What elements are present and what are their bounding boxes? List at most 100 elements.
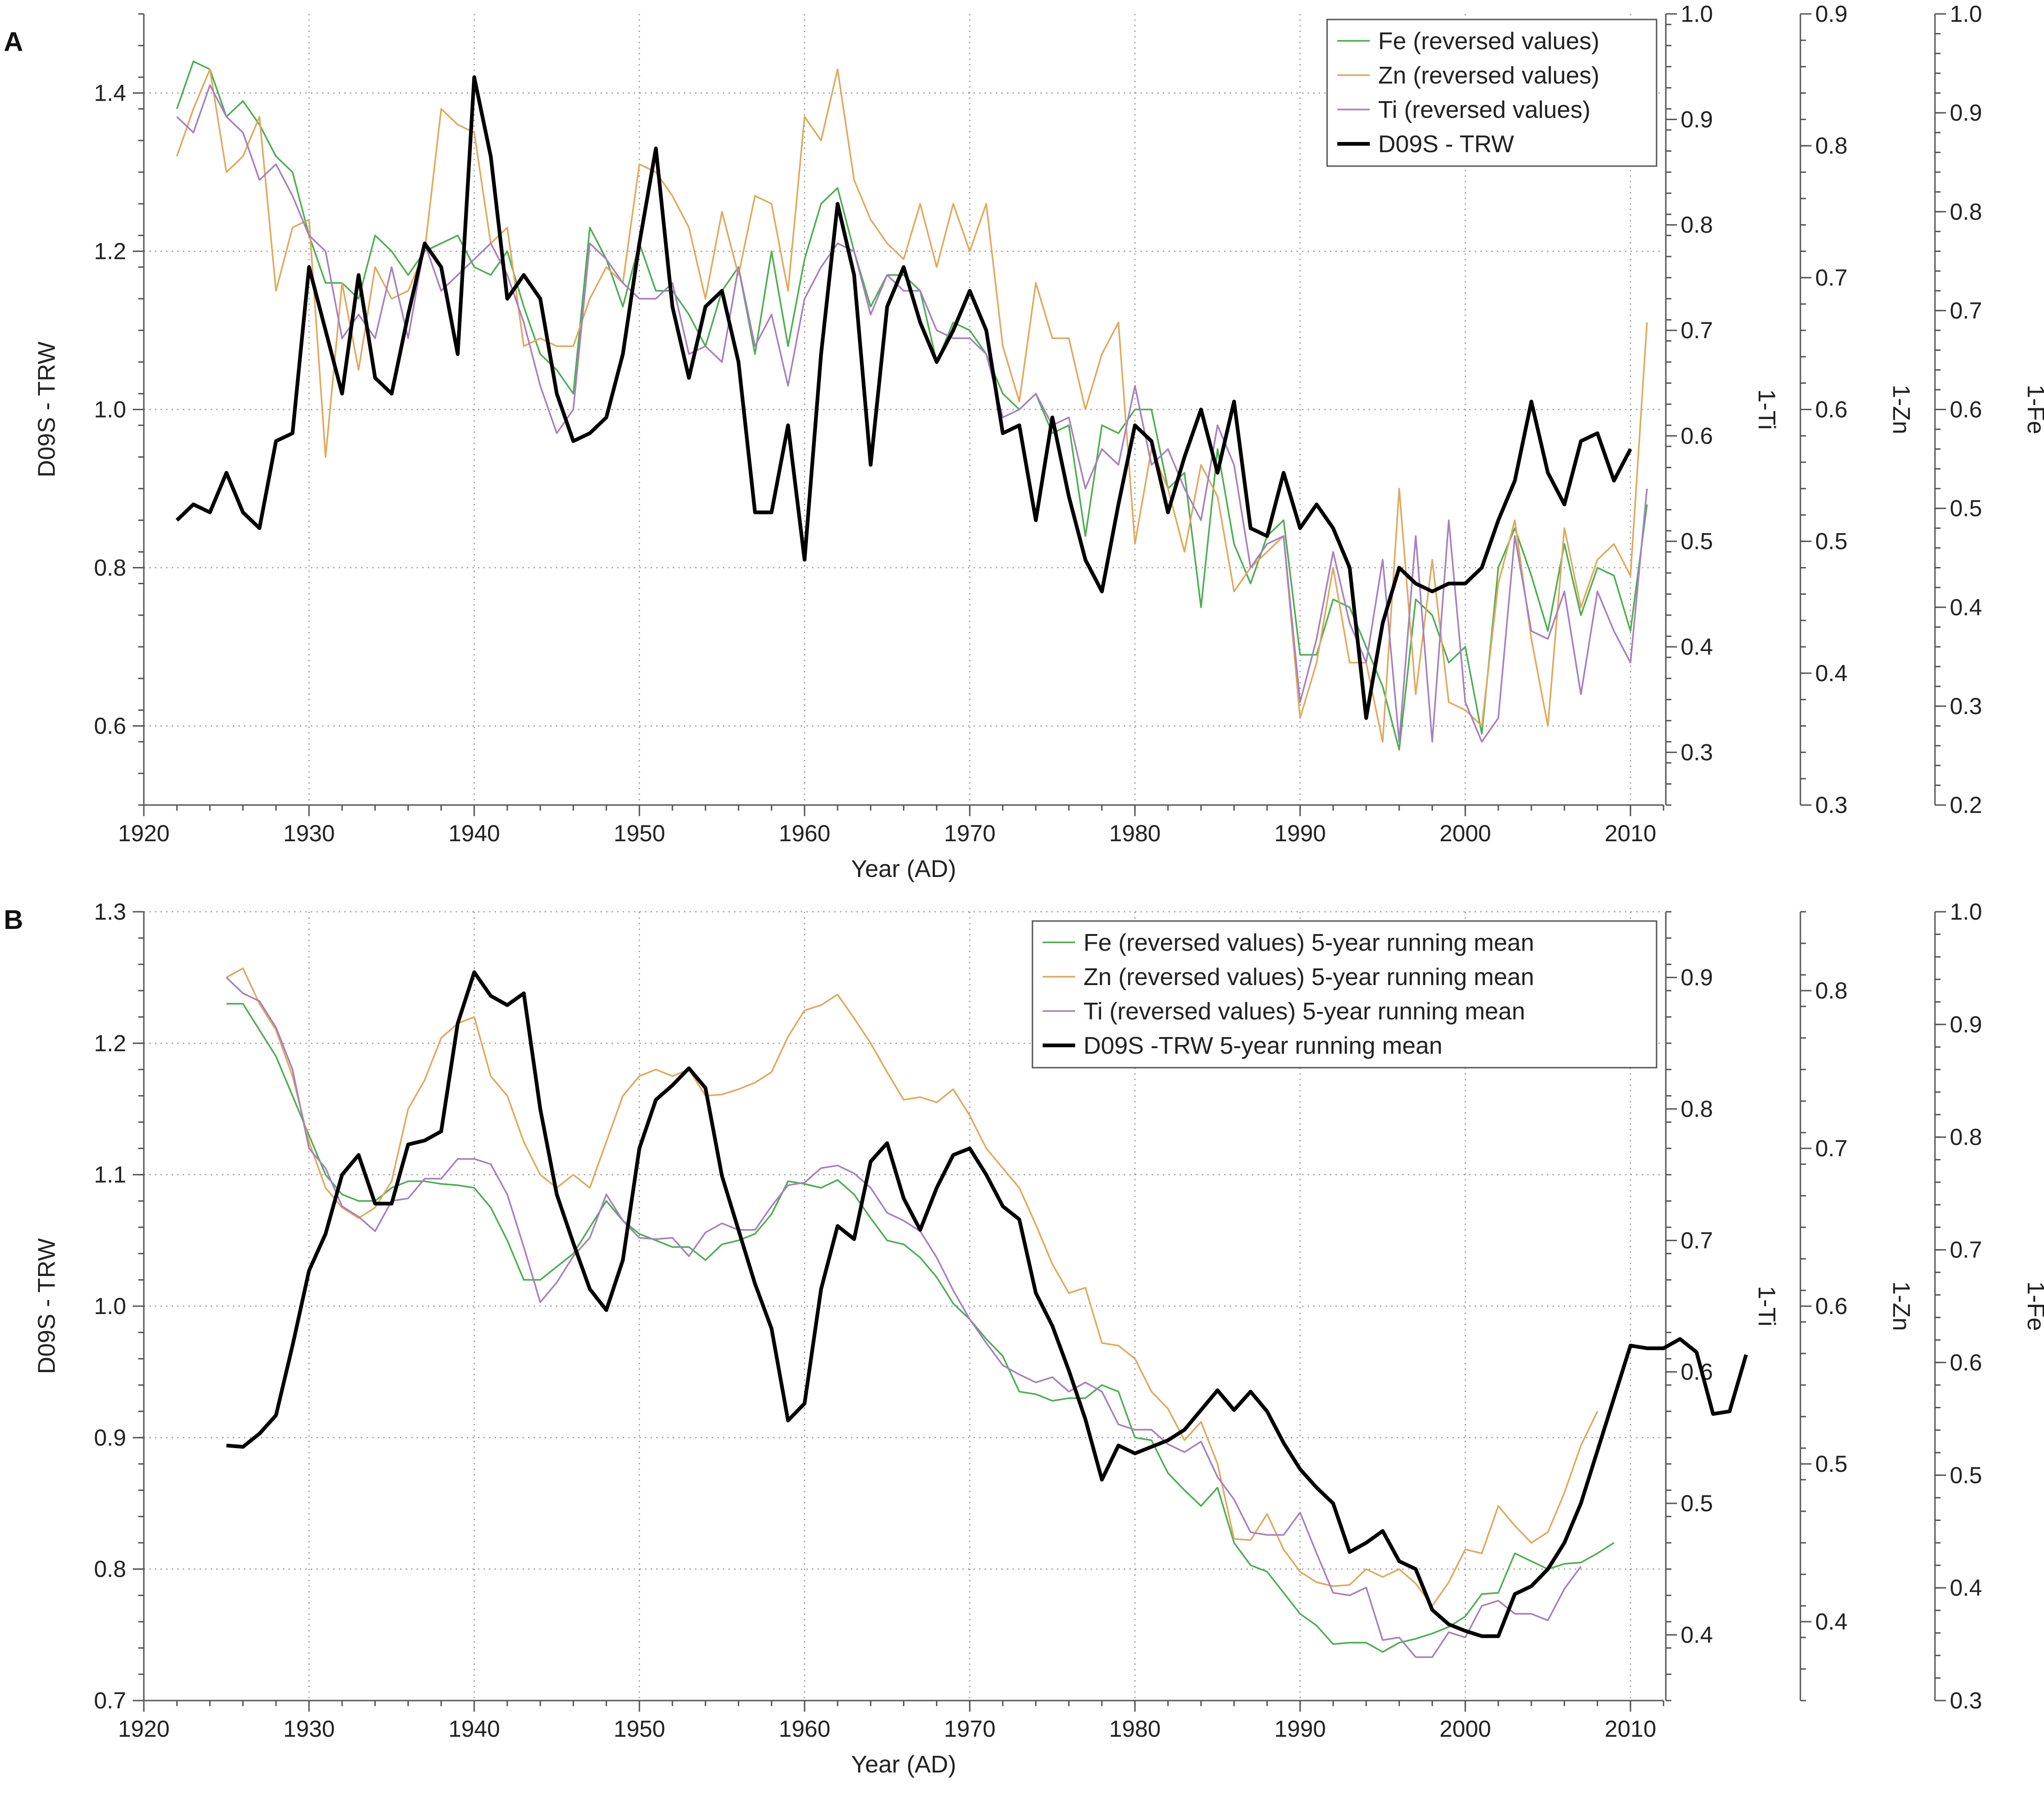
panel-letter: A	[4, 27, 23, 57]
right-axis-1-fe: 0.2 0.3 0.4 0.5 0.6 0.7 0.8 0.9 1.0 1-Fe	[1934, 1, 2044, 818]
right-tick-label: 0.6	[1950, 397, 1982, 423]
y-tick-label: 1.0	[94, 1293, 126, 1319]
panel-letter: B	[4, 905, 23, 935]
legend-label: Zn (reversed values)	[1378, 62, 1599, 89]
legend-label: Zn (reversed values) 5-year running mean	[1083, 964, 1534, 991]
x-axis-title: Year (AD)	[851, 1751, 956, 1778]
series-line-zn	[176, 68, 1648, 743]
panel-a: A 0.6 0.8 1.0 1.2 1.4 D09S - TRW 1920 1930 1940 19…	[4, 1, 2044, 883]
right-tick-label: 0.4	[1815, 1609, 1848, 1635]
series-line-ti	[176, 84, 1648, 743]
right-tick-label: 0.9	[1950, 100, 1982, 126]
right-tick-label: 0.9	[1681, 965, 1713, 991]
right-tick-label: 0.7	[1950, 1237, 1982, 1263]
right-tick-label: 0.8	[1815, 133, 1848, 159]
right-axis-title: 1-Fe	[2022, 1282, 2044, 1331]
panel-b: B 0.7 0.8 0.9 1.0 1.1 1.2 1.3 D09S - TRW 1920 1930…	[4, 899, 2044, 1778]
right-tick-label: 0.4	[1815, 660, 1848, 686]
y-tick-label: 1.2	[94, 238, 126, 264]
y-tick-label: 0.8	[94, 555, 126, 581]
x-tick-label: 1980	[1109, 820, 1161, 846]
x-axis-title: Year (AD)	[851, 856, 956, 883]
legend-label: Fe (reversed values)	[1378, 28, 1599, 55]
y-tick-label: 1.1	[94, 1162, 126, 1188]
y-tick-label: 0.6	[94, 713, 126, 739]
legend-label: Ti (reversed values)	[1378, 97, 1591, 123]
x-tick-label: 1940	[448, 1716, 500, 1742]
right-tick-label: 0.5	[1950, 1462, 1982, 1488]
right-axis-1-ti: 0.3 0.4 0.5 0.6 0.7 0.8 0.9 1.0 1-Ti	[1665, 1, 1780, 806]
right-axis-title: 1-Zn	[1888, 1282, 1915, 1331]
x-tick-label: 2010	[1605, 1716, 1656, 1742]
x-tick-label: 2000	[1439, 1716, 1491, 1742]
right-tick-label: 0.5	[1815, 528, 1848, 554]
right-tick-label: 0.6	[1815, 397, 1848, 423]
right-axis-1-ti: 0.4 0.5 0.6 0.7 0.8 0.9 1-Ti	[1665, 911, 1780, 1701]
legend-box	[1326, 19, 1657, 167]
right-tick-label: 0.6	[1815, 1293, 1848, 1319]
right-tick-label: 0.8	[1950, 199, 1982, 225]
x-tick-label: 1990	[1274, 820, 1326, 846]
right-tick-label: 0.3	[1950, 1688, 1982, 1714]
right-tick-label: 0.2	[1950, 792, 1982, 818]
right-axis-1-fe: 0.3 0.4 0.5 0.6 0.7 0.8 0.9 1.0 1-Fe	[1934, 899, 2044, 1714]
right-tick-label: 0.9	[1681, 106, 1713, 132]
right-tick-label: 0.7	[1681, 317, 1713, 343]
x-tick-label: 1990	[1274, 1716, 1326, 1742]
x-tick-label: 1920	[118, 820, 169, 846]
right-tick-label: 0.5	[1815, 1451, 1848, 1477]
y-tick-label: 0.7	[94, 1688, 126, 1714]
right-axis-1-zn: 0.3 0.4 0.5 0.6 0.7 0.8 0.9 1-Zn	[1799, 1, 1915, 818]
right-tick-label: 0.8	[1815, 978, 1848, 1004]
right-axis-title: 1-Ti	[1753, 389, 1780, 430]
y-tick-label: 1.4	[94, 80, 126, 106]
x-tick-label: 1980	[1109, 1716, 1161, 1742]
legend: Fe (reversed values) Zn (reversed values)…	[1326, 19, 1657, 167]
legend-label: D09S - TRW	[1378, 131, 1514, 158]
right-tick-label: 0.6	[1950, 1349, 1982, 1375]
x-tick-label: 1940	[448, 820, 500, 846]
x-tick-label: 1920	[118, 1716, 169, 1742]
right-axis-1-zn: 0.4 0.5 0.6 0.7 0.8 1-Zn	[1799, 911, 1915, 1701]
y-tick-label: 1.0	[94, 397, 126, 423]
right-tick-label: 0.7	[1815, 1135, 1848, 1161]
series-line-ti	[226, 977, 1582, 1658]
y-tick-label: 0.9	[94, 1424, 126, 1450]
legend-label: Ti (reversed values) 5-year running mean	[1083, 998, 1525, 1025]
right-tick-label: 0.3	[1681, 739, 1713, 765]
y-tick-label: 0.8	[94, 1556, 126, 1582]
right-tick-label: 0.4	[1950, 594, 1982, 620]
right-tick-label: 0.9	[1815, 1, 1848, 27]
legend-box	[1032, 920, 1657, 1069]
right-tick-label: 0.7	[1950, 297, 1982, 323]
right-tick-label: 1.0	[1681, 1, 1713, 27]
legend-label: Fe (reversed values) 5-year running mean	[1083, 929, 1534, 956]
legend: Fe (reversed values) 5-year running mean…	[1032, 920, 1657, 1069]
x-tick-label: 1930	[283, 1716, 335, 1742]
legend-label: D09S -TRW 5-year running mean	[1083, 1032, 1443, 1059]
series-line-trw	[226, 970, 1748, 1638]
right-tick-label: 0.5	[1681, 1490, 1713, 1516]
right-tick-label: 0.3	[1815, 792, 1848, 818]
right-tick-label: 0.7	[1815, 264, 1848, 290]
x-tick-label: 1970	[944, 1716, 995, 1742]
right-tick-label: 0.9	[1950, 1012, 1982, 1038]
x-tick-label: 1970	[944, 820, 995, 846]
series-line-zn	[226, 967, 1599, 1607]
right-tick-label: 0.4	[1950, 1575, 1982, 1601]
x-tick-label: 1950	[613, 820, 665, 846]
x-tick-label: 1960	[779, 820, 830, 846]
right-tick-label: 0.4	[1681, 1622, 1713, 1648]
right-tick-label: 0.6	[1681, 423, 1713, 449]
right-tick-label: 0.4	[1681, 634, 1713, 660]
right-axis-title: 1-Ti	[1753, 1286, 1780, 1327]
right-tick-label: 1.0	[1950, 1, 1982, 27]
x-tick-label: 2010	[1605, 820, 1656, 846]
right-tick-label: 0.3	[1950, 693, 1982, 719]
right-tick-label: 0.5	[1681, 528, 1713, 554]
x-tick-label: 1930	[283, 820, 335, 846]
right-tick-label: 0.7	[1681, 1227, 1713, 1253]
x-tick-label: 1950	[613, 1716, 665, 1742]
right-tick-label: 1.0	[1950, 899, 1982, 925]
